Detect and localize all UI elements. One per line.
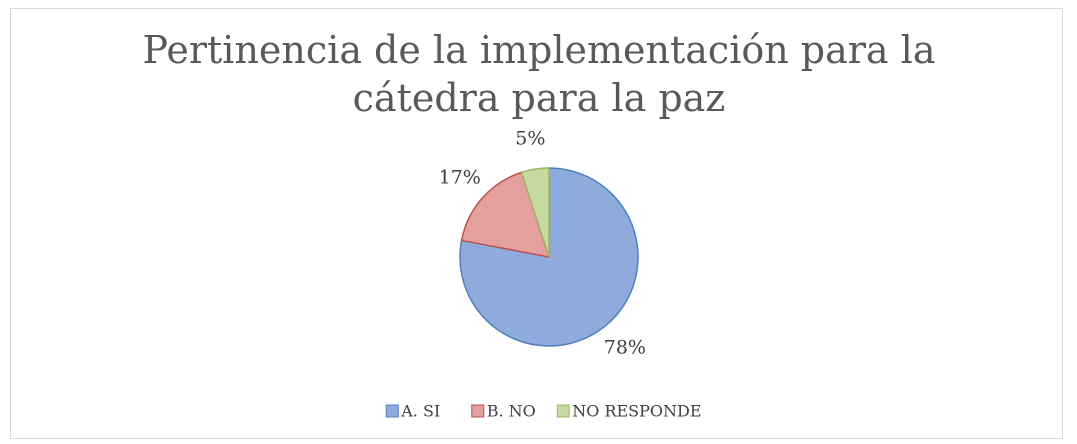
data-label: 17% <box>439 166 481 188</box>
legend-swatch <box>556 404 570 418</box>
data-label: 5% <box>515 127 545 149</box>
chart-frame <box>10 8 1063 439</box>
pie-slice <box>460 171 551 258</box>
pie-slice <box>520 167 550 258</box>
legend-label: NO RESPONDE <box>572 402 701 421</box>
legend-label: A. SI <box>400 402 440 421</box>
legend-swatch <box>471 404 485 418</box>
legend-swatch <box>385 404 399 418</box>
chart-title: Pertinencia de la implementación para la… <box>142 28 936 120</box>
legend-label: B. NO <box>487 402 536 421</box>
data-label: 78% <box>604 337 646 359</box>
